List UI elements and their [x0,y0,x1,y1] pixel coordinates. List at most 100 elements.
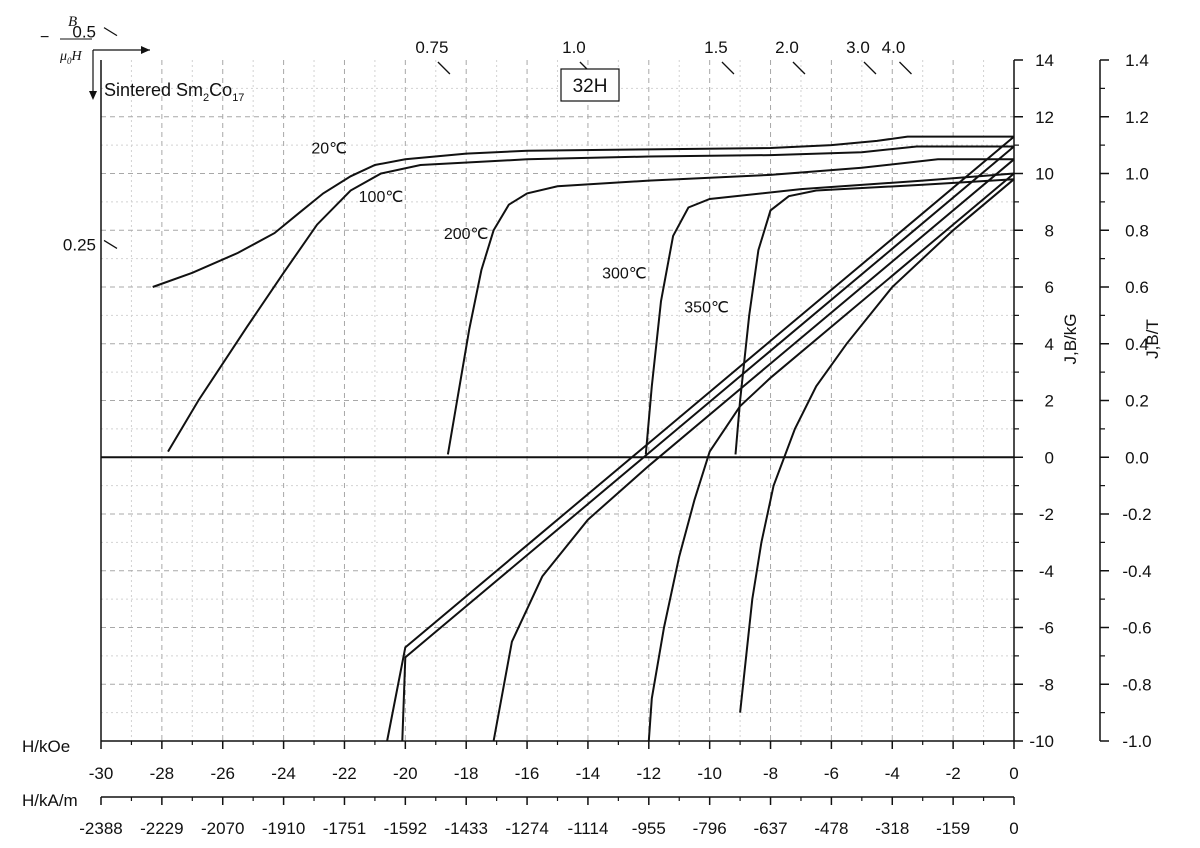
x-tick-label-kam: -796 [693,819,727,838]
x-tick-label-kam: -1274 [505,819,548,838]
y-tick-label-kg: 6 [1045,278,1054,297]
x-tick-label-koe: 0 [1009,764,1018,783]
y-tick-label-t: -1.0 [1122,732,1151,751]
x-tick-label-kam: -159 [936,819,970,838]
x-tick-label-koe: -26 [210,764,235,783]
permeance-label-top: 2.0 [775,38,799,57]
permeance-tick-top [899,61,912,75]
x-tick-label-kam: -1114 [567,819,608,838]
x-axis-title-koe: H/kOe [22,737,70,756]
x-tick-label-koe: -12 [637,764,662,783]
y-axis-title-t: J,B/T [1143,319,1162,359]
x-tick-label-koe: -16 [515,764,540,783]
x-tick-label-koe: -22 [332,764,357,783]
permeance-label-top: 4.0 [882,38,906,57]
y-tick-label-t: 1.0 [1125,165,1149,184]
y-tick-label-kg: 2 [1045,392,1054,411]
y-tick-label-t: 0.0 [1125,448,1149,467]
series-line-b [492,158,1015,742]
x-tick-label-koe: -4 [885,764,900,783]
series-label: 100℃ [359,189,404,206]
y-tick-label-kg: 0 [1045,448,1054,467]
y-tick-label-kg: 10 [1035,165,1054,184]
permeance-tick-top [792,61,806,75]
x-tick-label-koe: -8 [763,764,778,783]
y-tick-label-kg: -4 [1039,562,1054,581]
x-tick-label-koe: -14 [576,764,601,783]
series-line-j [644,172,1015,455]
material-sub2: 17 [232,92,244,104]
grid [101,60,1014,741]
permeance-tick-top [721,61,735,75]
axes: -30 -28 -26 -24 -22 -20 -18 -16 -14 -12 -10 -8 -6 -4-… [60,23,1152,838]
permeance-numerator: B [68,14,77,30]
series-label: 300℃ [602,265,647,282]
x-axis-title-kam: H/kA/m [22,791,78,810]
x-tick-label-kam: -1751 [323,819,366,838]
material-sub1: 2 [203,92,209,104]
series-line-j [446,158,1014,455]
permeance-tick-top [437,61,451,75]
x-tick-label-kam: -1910 [262,819,305,838]
x-tick-label-kam: -637 [754,819,788,838]
y-tick-label-kg: -6 [1039,619,1054,638]
material-prefix: Sintered Sm [104,80,203,100]
x-tick-label-kam: 0 [1009,819,1018,838]
y-tick-label-t: -0.8 [1122,675,1151,694]
x-tick-label-koe: -20 [393,764,418,783]
y-tick-label-t: -0.2 [1122,505,1151,524]
arrow-down-head [89,91,97,100]
y-tick-label-t: 0.8 [1125,221,1149,240]
series-line-j [152,135,1014,288]
x-tick-label-koe: -30 [89,764,114,783]
y-tick-label-kg: 4 [1045,335,1054,354]
series-line-b [386,135,1015,742]
material-label: Sintered Sm2Co17 [104,80,244,104]
x-tick-label-koe: -28 [150,764,175,783]
series-line-b [401,145,1015,742]
permeance-minus-sign: − [40,29,49,46]
series-label: 20℃ [311,141,347,158]
material-mid: Co [209,80,232,100]
y-tick-label-t: 1.4 [1125,51,1149,70]
permeance-label-top: 1.0 [562,38,586,57]
y-tick-label-kg: -8 [1039,675,1054,694]
permeance-mu: μ [59,49,67,64]
permeance-label-top: 0.75 [415,38,448,57]
curves: 20℃ 100℃ 200℃ 300℃ 350℃ [152,135,1015,742]
permeance-tick-top [863,61,877,75]
x-tick-label-kam: -478 [814,819,848,838]
x-tick-label-koe: -2 [946,764,961,783]
permeance-label-top: 3.0 [846,38,870,57]
y-tick-label-kg: -10 [1029,732,1054,751]
y-tick-label-t: 0.2 [1125,392,1149,411]
y-tick-label-kg: 8 [1045,221,1054,240]
y-tick-label-t: 0.4 [1125,335,1149,354]
x-tick-label-kam: -1433 [444,819,487,838]
y-tick-label-t: 0.6 [1125,278,1149,297]
grade-box [560,68,620,102]
x-tick-label-koe: -18 [454,764,479,783]
permeance-mu-subscript: 0 [67,56,72,66]
permeance-label-top: 1.5 [704,38,728,57]
series-line-b [647,172,1015,742]
x-tick-label-kam: -1592 [384,819,427,838]
y-axis-title-kg: J,B/kG [1061,313,1080,364]
y-tick-label-kg: 12 [1035,108,1054,127]
y-tick-label-kg: -2 [1039,505,1054,524]
arrow-right-head [141,46,150,54]
y-tick-label-kg: 14 [1035,51,1054,70]
series-label: 350℃ [684,300,729,317]
y-tick-label-t: 1.2 [1125,108,1149,127]
x-tick-label-kam: -318 [875,819,909,838]
series-label: 200℃ [444,226,489,243]
x-tick-label-kam: -955 [632,819,666,838]
permeance-tick-left [103,239,118,249]
permeance-denominator: μ0H [59,49,83,66]
permeance-label-left: 0.5 [72,23,96,42]
grade-label: 32H [573,76,608,97]
permeance-label-left: 0.25 [63,235,96,254]
x-tick-label-kam: -2388 [79,819,122,838]
series-line-b [739,178,1015,713]
